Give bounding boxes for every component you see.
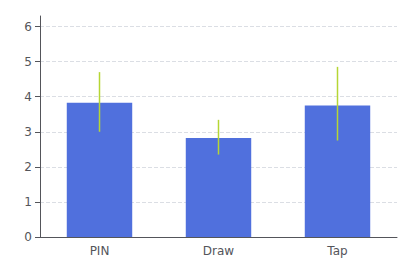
- svg-text:2: 2: [24, 160, 32, 174]
- svg-text:6: 6: [24, 20, 32, 34]
- svg-text:0: 0: [24, 230, 32, 244]
- svg-text:Tap: Tap: [326, 244, 347, 258]
- svg-text:3: 3: [24, 125, 32, 139]
- svg-text:4: 4: [24, 90, 32, 104]
- svg-text:Draw: Draw: [203, 244, 235, 258]
- svg-text:PIN: PIN: [90, 244, 110, 258]
- svg-text:1: 1: [24, 195, 32, 209]
- svg-text:5: 5: [24, 55, 32, 69]
